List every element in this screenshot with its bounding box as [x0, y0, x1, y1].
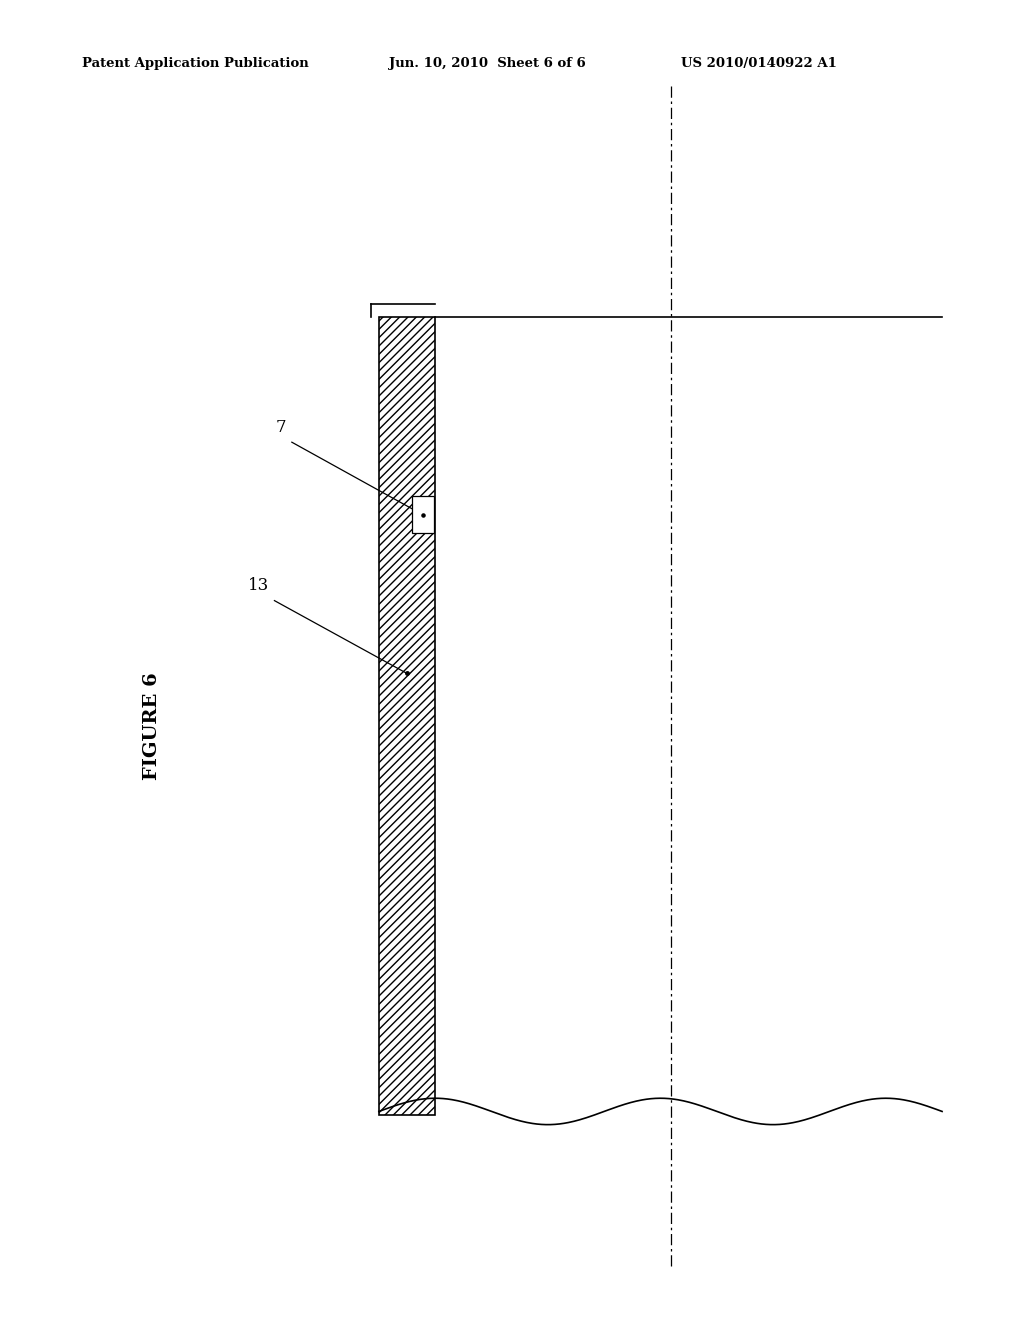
Text: US 2010/0140922 A1: US 2010/0140922 A1 [681, 57, 837, 70]
Text: FIGURE 6: FIGURE 6 [142, 672, 161, 780]
Text: 7: 7 [276, 418, 287, 436]
Text: Patent Application Publication: Patent Application Publication [82, 57, 308, 70]
Bar [412, 496, 434, 533]
Text: 13: 13 [248, 577, 269, 594]
Bar [379, 317, 435, 1115]
Text: Jun. 10, 2010  Sheet 6 of 6: Jun. 10, 2010 Sheet 6 of 6 [389, 57, 586, 70]
